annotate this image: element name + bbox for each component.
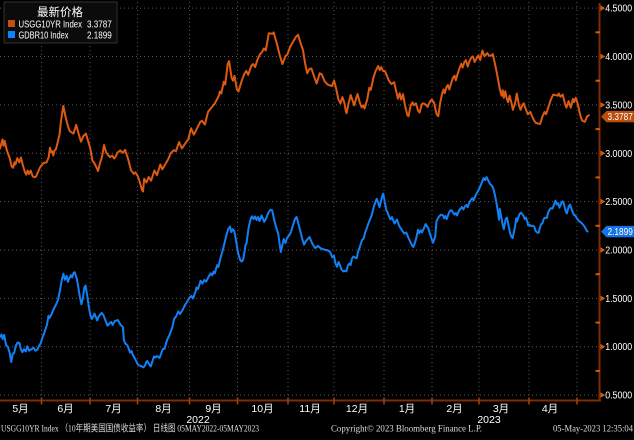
- svg-text:3月: 3月: [493, 403, 509, 415]
- svg-text:Copyright© 2023 Bloomberg Fina: Copyright© 2023 Bloomberg Finance L.P.: [331, 424, 482, 435]
- svg-text:12月: 12月: [346, 403, 368, 415]
- svg-text:4月: 4月: [542, 403, 558, 415]
- svg-text:11月: 11月: [299, 403, 320, 415]
- svg-text:7月: 7月: [105, 403, 121, 415]
- svg-text:3.0000: 3.0000: [605, 149, 632, 160]
- svg-text:5月: 5月: [12, 403, 28, 415]
- svg-text:8月: 8月: [155, 403, 171, 415]
- svg-text:2月: 2月: [446, 403, 462, 415]
- svg-text:2.0000: 2.0000: [605, 246, 632, 257]
- svg-text:USGG10YR Index: USGG10YR Index: [19, 20, 83, 31]
- svg-text:3.5000: 3.5000: [605, 100, 632, 111]
- svg-text:4.0000: 4.0000: [605, 52, 632, 63]
- svg-text:USGG10YR Index （10年期美国国债收益率）: USGG10YR Index （10年期美国国债收益率） 日线图 05MAY20…: [1, 423, 259, 435]
- svg-text:10月: 10月: [251, 403, 273, 415]
- svg-text:6月: 6月: [57, 403, 73, 415]
- svg-text:1月: 1月: [399, 403, 415, 415]
- svg-text:0.5000: 0.5000: [605, 391, 632, 402]
- svg-text:05-May-2023 12:35:04: 05-May-2023 12:35:04: [553, 425, 633, 435]
- svg-text:GDBR10 Index: GDBR10 Index: [19, 31, 69, 42]
- svg-text:3.3787: 3.3787: [608, 112, 634, 123]
- svg-text:9月: 9月: [205, 403, 221, 415]
- svg-text:1.0000: 1.0000: [605, 342, 632, 353]
- svg-text:最新价格: 最新价格: [37, 5, 83, 19]
- svg-text:2023: 2023: [477, 414, 501, 426]
- svg-text:2.1899: 2.1899: [87, 31, 112, 42]
- svg-text:4.5000: 4.5000: [605, 4, 632, 15]
- svg-text:2022: 2022: [186, 414, 210, 426]
- svg-text:3.3787: 3.3787: [87, 20, 112, 31]
- svg-text:2.5000: 2.5000: [605, 197, 632, 208]
- svg-text:1.5000: 1.5000: [605, 294, 632, 305]
- svg-text:2.1899: 2.1899: [608, 227, 634, 238]
